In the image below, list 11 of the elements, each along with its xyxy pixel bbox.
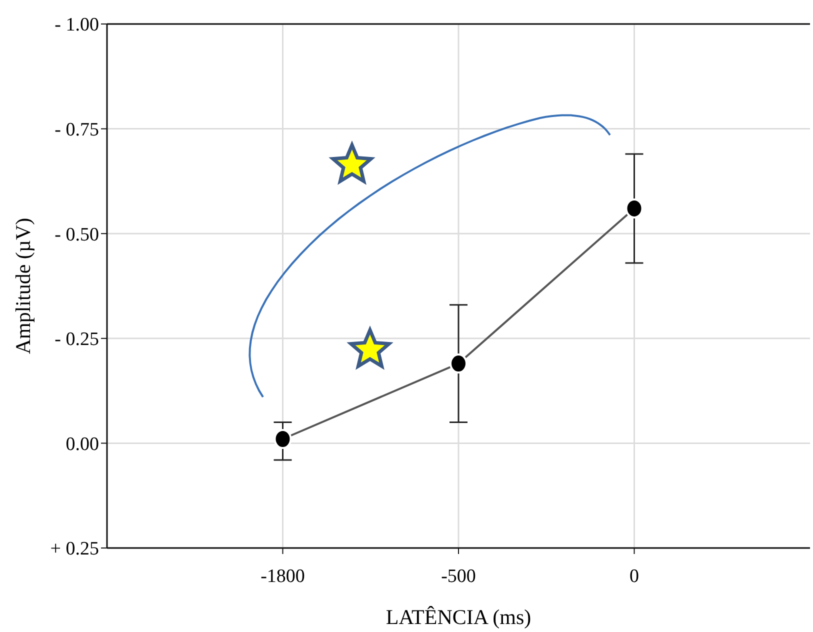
y-tick-label: 0.00: [66, 434, 99, 455]
y-tick-label: - 1.00: [54, 14, 99, 36]
y-tick-label: - 0.50: [54, 224, 99, 246]
x-tick-label: -1800: [260, 566, 305, 587]
y-axis-title: Amplitude (µV): [11, 218, 35, 354]
y-tick-label: + 0.25: [50, 538, 99, 560]
y-tick-label: - 0.25: [54, 329, 99, 350]
x-tick-label: -500: [441, 566, 476, 587]
x-axis-title: LATÊNCIA (ms): [386, 605, 532, 629]
x-tick-label: 0: [630, 566, 639, 587]
y-tick-label: - 0.75: [54, 119, 99, 140]
